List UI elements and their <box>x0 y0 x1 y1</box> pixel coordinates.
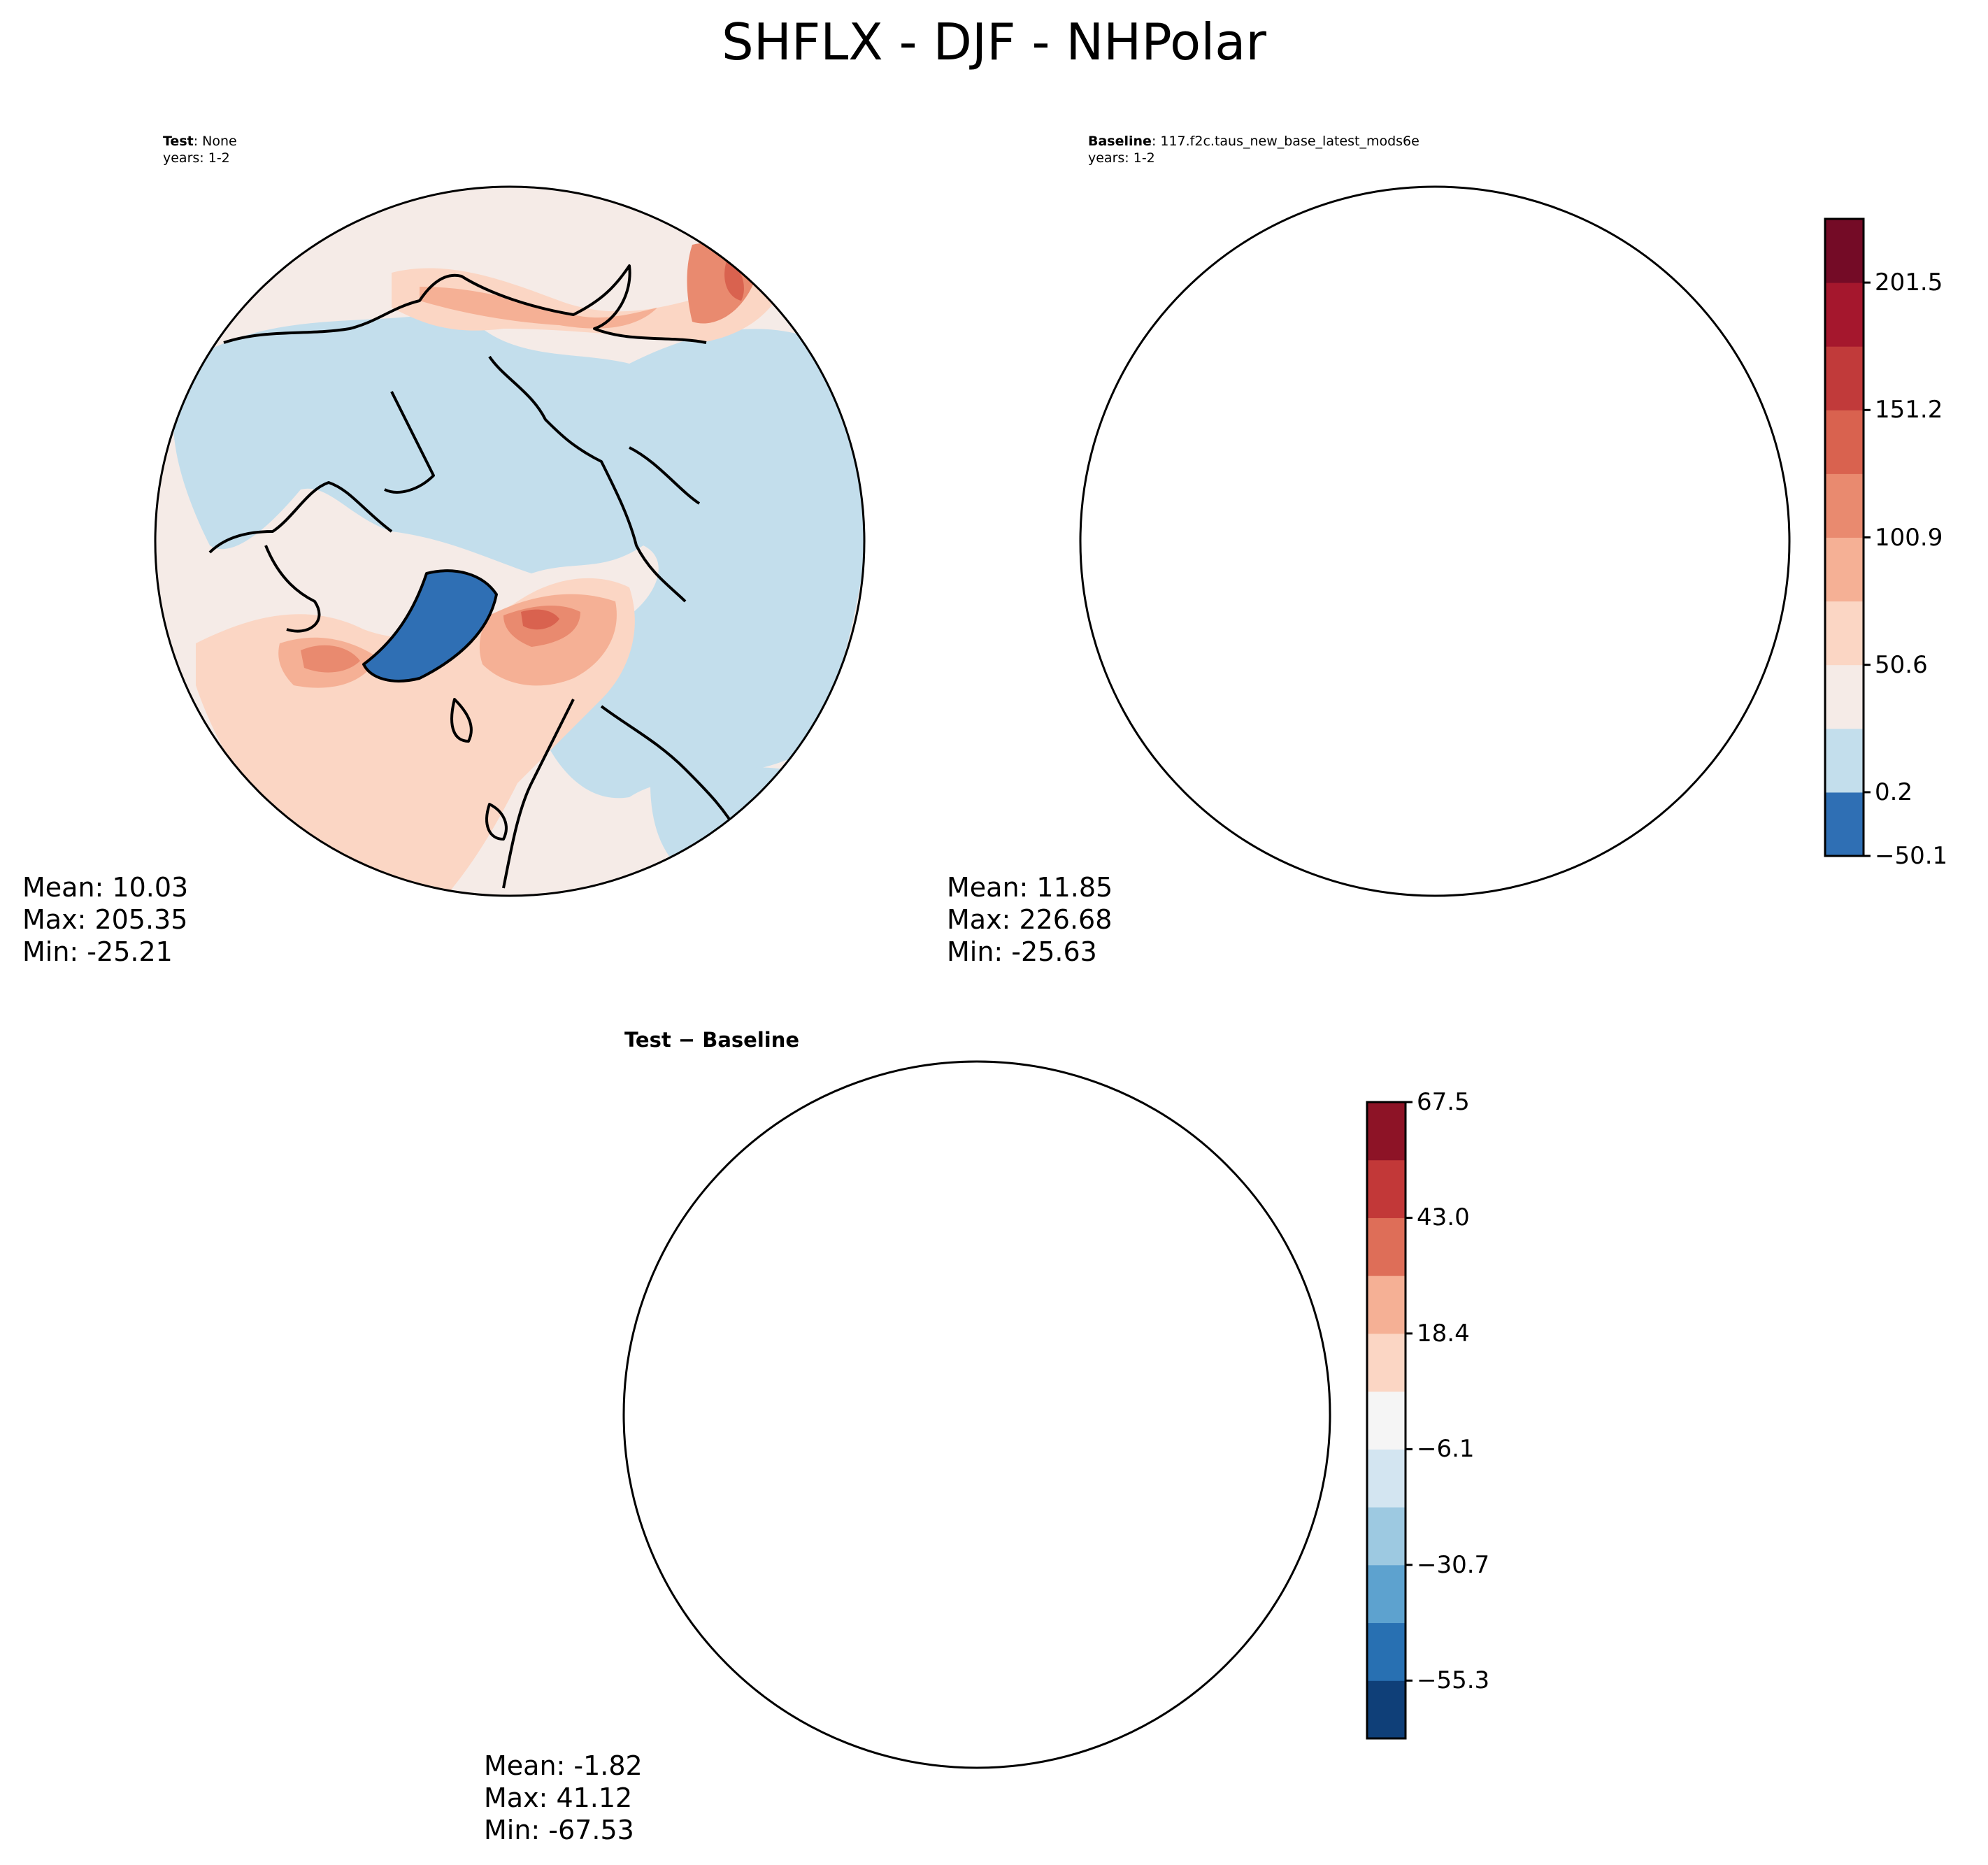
colorbar-tick-label: 100.9 <box>1875 523 1943 552</box>
diff-min: Min: -67.53 <box>484 1815 634 1845</box>
colorbar-border <box>1366 1101 1407 1740</box>
colorbar-tick-label: −50.1 <box>1875 842 1948 870</box>
colorbar-segment <box>1367 1680 1406 1739</box>
colorbar-segment <box>1367 1391 1406 1450</box>
baseline-max: Max: 226.68 <box>947 904 1113 935</box>
colorbar-segment <box>1825 601 1864 666</box>
contour-region <box>521 609 559 630</box>
colorbar-segment <box>1367 1276 1406 1334</box>
contour-region <box>954 1080 1250 1203</box>
baseline-label-bold: Baseline <box>1088 134 1152 149</box>
diff-colorbar <box>1366 1101 1413 1740</box>
colorbar-tick-label: 201.5 <box>1875 269 1943 297</box>
diff-max: Max: 41.12 <box>484 1782 633 1813</box>
colorbar-tick-label: 0.2 <box>1875 778 1913 806</box>
baseline-mean: Mean: 11.85 <box>947 872 1113 903</box>
colorbar-tick-label: −30.7 <box>1417 1550 1490 1579</box>
colorbar-segment <box>1367 1333 1406 1392</box>
colorbar-segment <box>1825 728 1864 793</box>
contour-region <box>1037 1162 1067 1177</box>
test-years: years: 1-2 <box>163 150 230 166</box>
colorbar-segment <box>1825 283 1864 347</box>
colorbar-tick-label: 43.0 <box>1417 1203 1470 1232</box>
colorbar-segment <box>1825 537 1864 602</box>
colorbar-segment <box>1367 1507 1406 1566</box>
test-coastlines <box>208 264 743 889</box>
diff-coastlines <box>677 1139 1208 1762</box>
contour-region <box>607 1048 1348 1789</box>
contour-region <box>301 645 360 673</box>
contour-region <box>1020 1157 1082 1182</box>
baseline-label-rest: : 117.f2c.taus_new_base_latest_mods6e <box>1151 134 1420 149</box>
contour-region <box>1236 1122 1292 1150</box>
colorbar-segment <box>1367 1102 1406 1161</box>
test-stats-block: Mean: 10.03 Max: 205.35 Min: -25.21 <box>22 871 188 968</box>
colorbar-segment <box>1367 1622 1406 1681</box>
colorbar-tick-label: 50.6 <box>1875 650 1928 679</box>
test-panel-label: Test: None <box>163 133 237 150</box>
contour-region <box>173 308 864 799</box>
colorbar-segment <box>1367 1449 1406 1508</box>
colorbar-segment <box>1825 410 1864 474</box>
contour-region <box>999 1524 1082 1596</box>
diff-map-field <box>607 1048 1348 1796</box>
colorbar-tick-label: 67.5 <box>1417 1088 1470 1116</box>
test-label-rest: : None <box>193 134 237 149</box>
diff-stats-block: Mean: -1.82 Max: 41.12 Min: -67.53 <box>484 1750 643 1846</box>
test-mean: Mean: 10.03 <box>22 872 189 903</box>
contour-region <box>971 1496 1102 1657</box>
contour-region <box>724 259 744 301</box>
test-label-bold: Test <box>163 134 194 149</box>
contour-region <box>677 1530 1041 1796</box>
baseline-stats-block: Mean: 11.85 Max: 226.68 Min: -25.63 <box>947 871 1113 968</box>
colorbar-tick-label: 151.2 <box>1875 396 1943 424</box>
colorbar-segment <box>1825 792 1864 857</box>
contour-region <box>999 1146 1110 1193</box>
colorbar-tick-label: 18.4 <box>1417 1319 1470 1348</box>
contour-region <box>392 252 786 343</box>
contour-region <box>1016 1550 1058 1578</box>
contour-region <box>364 571 496 681</box>
test-map-boundary <box>154 185 866 897</box>
diff-mean: Mean: -1.82 <box>484 1750 643 1781</box>
colorbar-tick-label: −55.3 <box>1417 1666 1490 1695</box>
main-colorbar <box>1824 217 1871 857</box>
colorbar-segment <box>1825 219 1864 283</box>
colorbar-segment <box>1825 346 1864 410</box>
colorbar-segment <box>1367 1564 1406 1624</box>
baseline-map-boundary <box>1079 185 1791 897</box>
baseline-years: years: 1-2 <box>1088 150 1155 166</box>
colorbar-segment <box>1367 1159 1406 1218</box>
test-min: Min: -25.21 <box>22 936 173 967</box>
colorbar-segment <box>1367 1217 1406 1276</box>
contour-region <box>1096 1515 1142 1548</box>
diff-map-boundary <box>622 1060 1331 1769</box>
figure-title: SHFLX - DJF - NHPolar <box>722 13 1266 71</box>
diff-label-bold: Test − Baseline <box>624 1028 800 1052</box>
baseline-min: Min: -25.63 <box>947 936 1097 967</box>
diff-panel-label: Test − Baseline <box>624 1028 799 1052</box>
colorbar-segment <box>1825 473 1864 538</box>
contour-region <box>733 1556 782 1580</box>
baseline-panel-label: Baseline: 117.f2c.taus_new_base_latest_m… <box>1088 133 1420 150</box>
test-max: Max: 205.35 <box>22 904 188 935</box>
contour-region <box>1152 1137 1208 1178</box>
colorbar-segment <box>1825 664 1864 729</box>
colorbar-tick-label: −6.1 <box>1417 1435 1475 1464</box>
